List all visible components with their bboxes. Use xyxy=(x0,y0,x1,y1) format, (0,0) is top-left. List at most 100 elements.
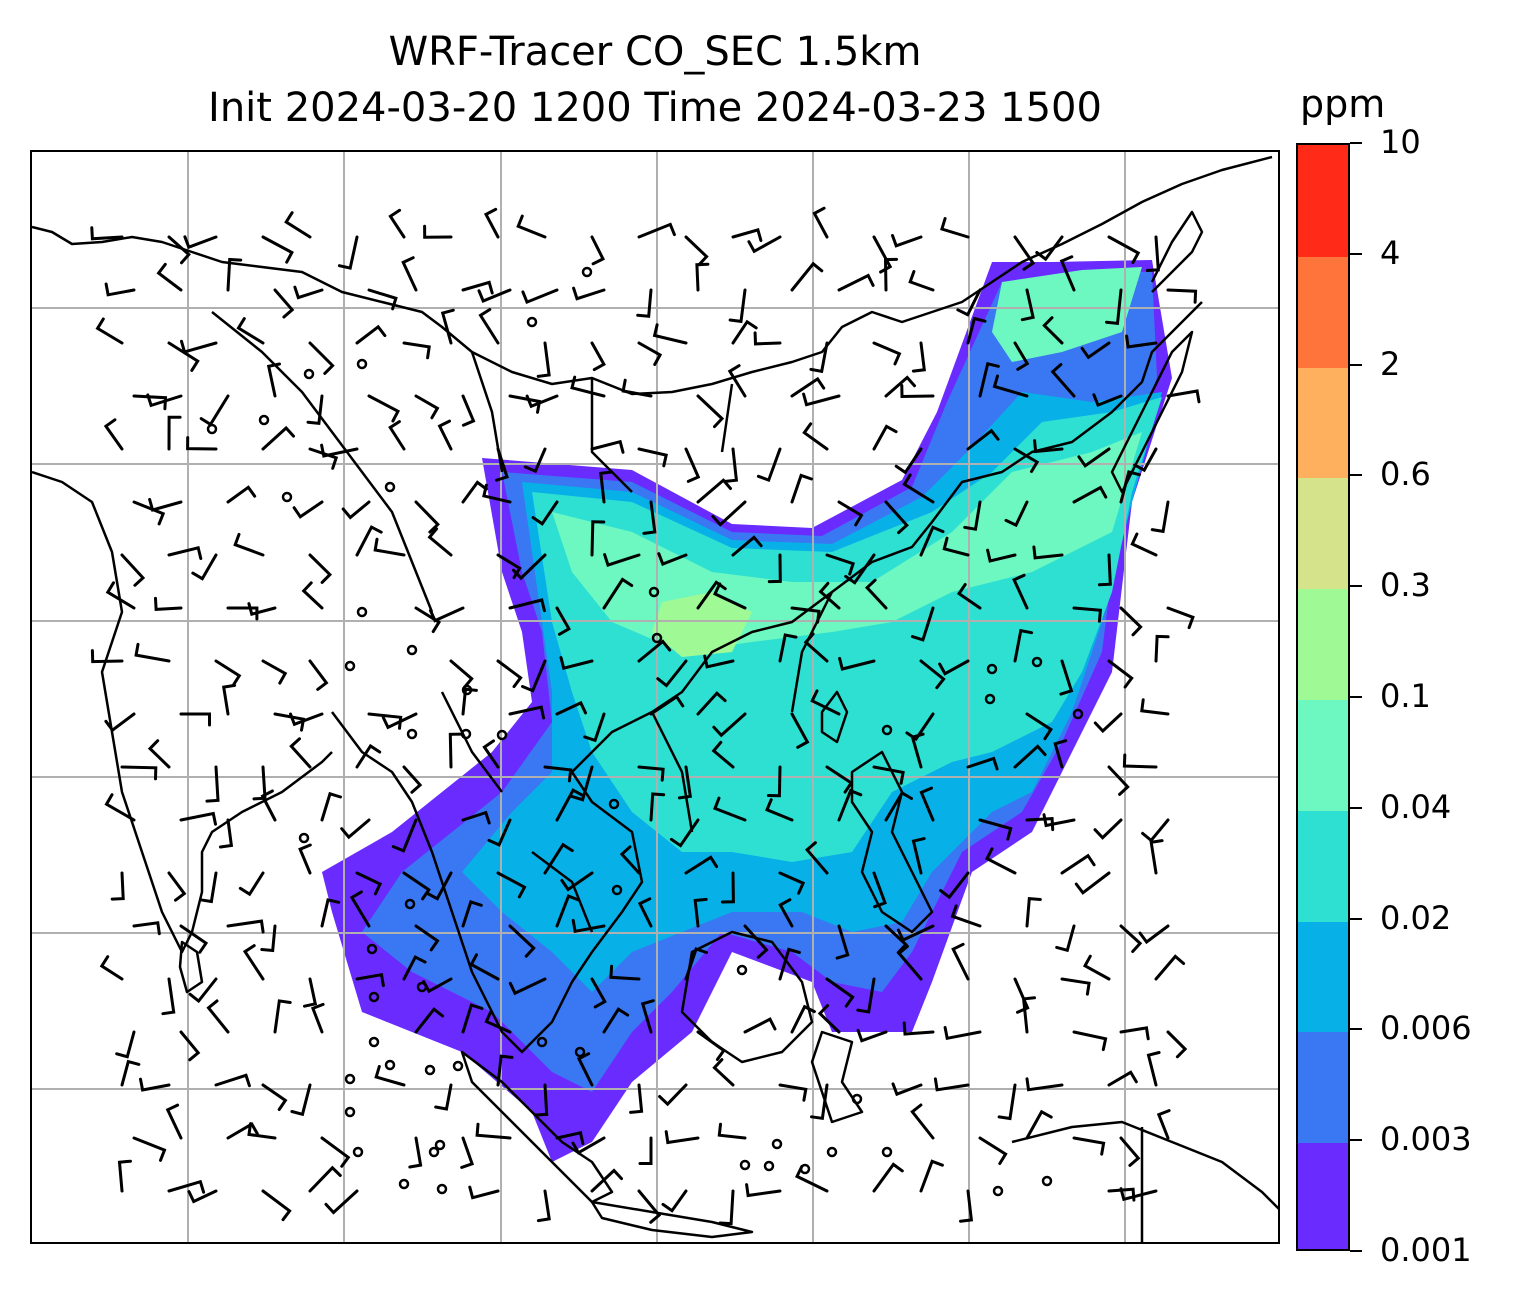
wind-barb xyxy=(864,578,888,610)
calm-wind-marker xyxy=(303,368,315,380)
wind-barb xyxy=(536,341,551,378)
wind-barb xyxy=(414,924,440,952)
wind-barb xyxy=(1013,447,1040,473)
wind-barb xyxy=(273,999,292,1034)
wind-barb xyxy=(590,1168,623,1193)
wind-barb xyxy=(938,659,970,676)
wind-barb xyxy=(817,1004,841,1034)
wind-barb xyxy=(496,1054,514,1087)
wind-barb xyxy=(669,818,700,848)
wind-barb xyxy=(391,818,418,853)
wind-barb xyxy=(919,659,946,690)
wind-barb xyxy=(289,712,324,727)
colorbar-tick xyxy=(1350,1139,1362,1142)
wind-barb xyxy=(147,739,171,769)
wind-barb xyxy=(132,394,168,411)
wind-barb xyxy=(531,500,559,526)
wind-barb xyxy=(677,765,693,800)
wind-barb xyxy=(402,955,427,981)
wind-barb xyxy=(461,394,476,427)
wind-barb xyxy=(242,944,265,981)
wind-barb xyxy=(324,1189,359,1215)
wind-barb xyxy=(1042,316,1064,345)
wind-barb xyxy=(908,270,935,292)
wind-barb xyxy=(167,341,200,372)
wind-barb xyxy=(910,1103,935,1140)
wind-barb xyxy=(978,1136,1008,1165)
wind-barb xyxy=(426,871,453,901)
wind-barb xyxy=(790,1004,816,1034)
wind-barb xyxy=(919,786,935,822)
wind-barb xyxy=(461,280,494,295)
wind-barb xyxy=(1025,1109,1053,1140)
coastline-philippines xyxy=(850,750,934,934)
wind-barb xyxy=(872,235,893,274)
colorbar-tick-label: 10 xyxy=(1380,123,1421,161)
wind-barb xyxy=(461,810,491,825)
plot-title-line-1: WRF-Tracer CO_SEC 1.5km xyxy=(388,29,922,75)
wind-barb xyxy=(1150,500,1170,534)
wind-barb xyxy=(717,1122,747,1140)
coastline-taiwan xyxy=(820,690,849,744)
wind-barb xyxy=(1035,235,1064,262)
wind-barb xyxy=(765,798,794,822)
colorbar-segment xyxy=(1298,809,1348,922)
wind-barb xyxy=(320,898,341,928)
wind-barb xyxy=(448,732,463,769)
wind-barb xyxy=(320,443,359,458)
wind-barb xyxy=(661,1189,688,1213)
wind-barb xyxy=(790,606,821,624)
calm-wind-marker xyxy=(771,1138,783,1150)
calm-wind-marker xyxy=(739,1159,751,1171)
wind-barb xyxy=(226,485,257,504)
wind-barb xyxy=(649,792,666,822)
wind-barb xyxy=(179,1030,201,1062)
wind-barb xyxy=(1119,606,1143,637)
wind-barb xyxy=(571,1136,606,1155)
wind-barbs xyxy=(90,206,1201,1226)
calm-wind-marker xyxy=(258,414,270,426)
wind-barb xyxy=(637,765,665,782)
wind-barb xyxy=(555,894,581,928)
calm-wind-marker xyxy=(1041,1175,1053,1187)
colorbar-tick xyxy=(1350,696,1362,698)
wind-barb xyxy=(293,285,324,300)
colorbar-tick xyxy=(1350,363,1362,366)
wind-barb xyxy=(261,1189,292,1222)
wind-barb xyxy=(1154,634,1170,663)
wind-barb xyxy=(105,581,136,610)
wind-barb xyxy=(856,977,876,1014)
wind-barb xyxy=(1059,255,1076,292)
calm-wind-marker xyxy=(611,884,623,896)
wind-barb xyxy=(825,977,855,1008)
wind-barb xyxy=(1082,954,1111,981)
calm-wind-marker xyxy=(384,1059,396,1071)
wind-barb xyxy=(723,447,739,483)
wind-barb xyxy=(104,793,136,822)
wind-barb xyxy=(1013,341,1030,371)
wind-barb xyxy=(1166,1030,1188,1059)
wind-barb xyxy=(214,1073,251,1088)
wind-barb xyxy=(803,632,829,663)
wind-barb xyxy=(236,317,265,345)
wind-barb xyxy=(911,837,926,875)
wind-barb xyxy=(571,918,606,934)
calm-wind-marker xyxy=(366,943,378,955)
wind-barb xyxy=(713,796,747,822)
calm-wind-marker xyxy=(460,728,472,740)
wind-barb xyxy=(696,580,727,610)
wind-barb xyxy=(1053,739,1068,769)
wind-barb xyxy=(205,765,220,803)
wind-barb xyxy=(496,871,527,899)
wind-barb xyxy=(872,765,905,785)
wind-barb xyxy=(997,1083,1017,1121)
wind-barb xyxy=(621,378,653,398)
colorbar-tick-label: 0.006 xyxy=(1380,1009,1472,1048)
wind-barb xyxy=(367,394,401,423)
calm-wind-marker xyxy=(881,1146,893,1158)
wind-barb xyxy=(1145,235,1160,272)
wind-barb xyxy=(684,235,709,267)
wind-barb xyxy=(637,1189,662,1224)
colorbar-tick xyxy=(1350,252,1362,255)
wind-barb xyxy=(199,394,230,427)
